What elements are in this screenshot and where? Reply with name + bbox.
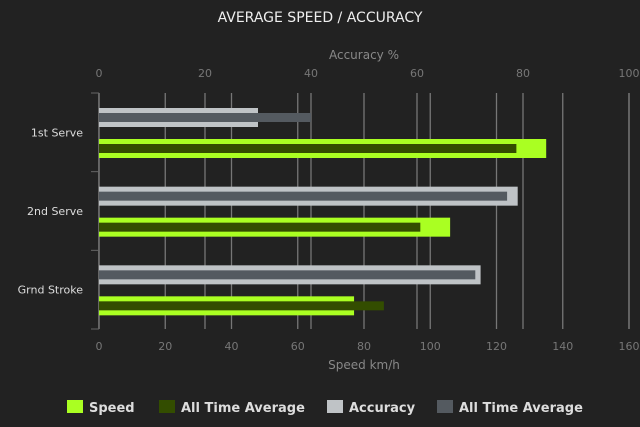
category-label: Grnd Stroke	[18, 284, 84, 297]
category-label: 1st Serve	[31, 126, 83, 139]
legend-label: All Time Average	[181, 401, 305, 416]
legend-swatch	[437, 400, 453, 413]
top-tick-label: 40	[304, 67, 318, 80]
accuracy-average-bar	[99, 270, 476, 280]
bottom-tick-label: 80	[357, 340, 371, 353]
bottom-tick-label: 100	[420, 340, 441, 353]
speed-average-bar	[99, 144, 517, 153]
top-tick-label: 60	[410, 67, 424, 80]
bottom-axis-label: Speed km/h	[328, 358, 400, 372]
top-axis-label: Accuracy %	[329, 48, 399, 62]
legend-label: Accuracy	[349, 401, 416, 416]
accuracy-average-bar	[99, 113, 311, 122]
bottom-tick-label: 40	[225, 340, 239, 353]
bottom-tick-label: 160	[619, 340, 640, 353]
speed-average-bar	[99, 222, 421, 232]
bottom-tick-label: 0	[96, 340, 103, 353]
accuracy-average-bar	[99, 191, 508, 201]
speed-average-bar	[99, 301, 384, 311]
legend-swatch	[327, 400, 343, 413]
legend-swatch	[67, 400, 83, 413]
bottom-tick-label: 60	[291, 340, 305, 353]
top-tick-label: 0	[96, 67, 103, 80]
top-tick-label: 100	[619, 67, 640, 80]
chart-title: AVERAGE SPEED / ACCURACY	[218, 10, 423, 26]
top-tick-label: 80	[516, 67, 530, 80]
legend-swatch	[159, 400, 175, 413]
top-tick-label: 20	[198, 67, 212, 80]
bottom-tick-label: 20	[158, 340, 172, 353]
category-label: 2nd Serve	[27, 205, 83, 218]
legend-label: Speed	[89, 401, 135, 416]
legend-label: All Time Average	[459, 401, 583, 416]
bottom-tick-label: 140	[552, 340, 573, 353]
bottom-tick-label: 120	[486, 340, 507, 353]
